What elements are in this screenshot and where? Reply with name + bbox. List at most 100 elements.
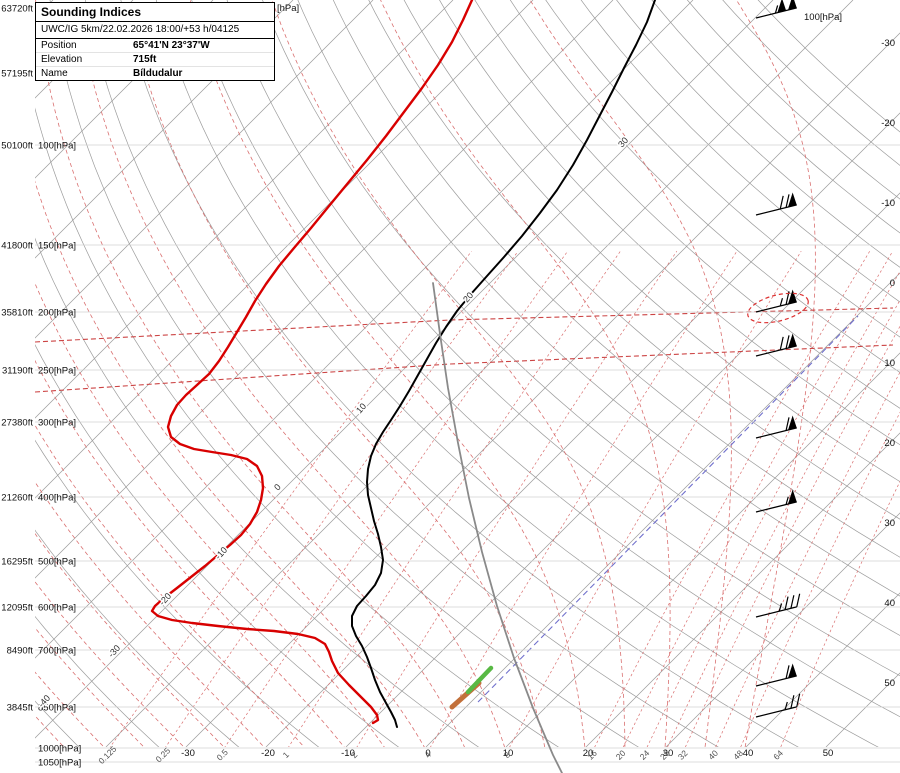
altitude-label: 63720ft (1, 4, 33, 15)
bottom-temp-label: 0 (425, 748, 430, 759)
pressure-label: 700[hPa] (38, 646, 76, 657)
altitude-label: 3845ft (7, 703, 34, 714)
moist-adiabat-value-label: -30 (106, 643, 122, 659)
wind-barb (755, 593, 801, 618)
mixing-ratio-line (509, 251, 802, 747)
mixing-ratio-label: 20 (614, 748, 628, 762)
mixing-ratio-line (165, 250, 519, 747)
dry-adiabat-line (368, 0, 900, 520)
isotherm-line (585, 432, 900, 747)
top-partial-pressure-label: [hPa] (277, 3, 299, 14)
altitude-label: 8490ft (7, 646, 34, 657)
bottom-temp-label: 50 (823, 748, 834, 759)
wind-barb (755, 192, 797, 216)
mixing-ratio-label: 0.125 (96, 744, 118, 766)
isotherm-line (35, 0, 294, 259)
dry-adiabat-line (226, 0, 900, 677)
isotherm-line (105, 0, 854, 747)
dry-adiabat-line (509, 0, 900, 373)
dry-adiabat-line (85, 0, 719, 747)
right-temp-label: 10 (884, 358, 895, 369)
bottom-temp-label: 20 (583, 748, 594, 759)
right-temp-label: 30 (884, 518, 895, 529)
position-label: Position (41, 40, 77, 51)
right-temp-label: 50 (884, 678, 895, 689)
right-temp-label: -10 (881, 198, 895, 209)
isotherm-line (185, 32, 900, 747)
isotherm-line (35, 0, 534, 499)
position-value: 65°41'N 23°37'W (133, 40, 210, 51)
moist-adiabat-line (35, 359, 345, 747)
moist-adiabat-line (76, 0, 506, 747)
max-wind-marker (747, 292, 809, 324)
info-row-elevation: Elevation 715ft (36, 53, 274, 67)
dry-adiabat-line (49, 0, 639, 747)
right-temp-label: -20 (881, 118, 895, 129)
pressure-label: 600[hPa] (38, 603, 76, 614)
bottom-temp-label: 30 (663, 748, 674, 759)
barb-pressure-label: 100[hPa] (804, 12, 842, 23)
altitude-label: 31190ft (2, 366, 33, 377)
altitude-label: 50100ft (1, 141, 33, 152)
red-curve (150, 0, 474, 725)
pressure-label: 250[hPa] (38, 366, 76, 377)
mixing-ratio-line (430, 251, 738, 747)
dry-adiabat-line (545, 0, 900, 338)
right-temp-label: -30 (881, 38, 895, 49)
mixing-ratio-line (740, 411, 900, 747)
mixing-ratio-line (685, 325, 900, 747)
pressure-label: 850[hPa] (38, 703, 76, 714)
dry-adiabat-line (191, 0, 900, 718)
wind-barb (755, 0, 797, 19)
mixing-ratio-label: 64 (771, 748, 785, 762)
pressure-label: 200[hPa] (38, 308, 76, 319)
red-dashed-level-upper (35, 307, 894, 343)
pressure-label: 150[hPa] (38, 241, 76, 252)
moist-adiabat-line (126, 0, 546, 747)
dry-adiabat-line (297, 0, 900, 597)
mixing-ratio-label: 0.5 (214, 747, 230, 763)
altitude-label: 16295ft (1, 557, 33, 568)
mixing-ratio-label: 40 (706, 748, 720, 762)
info-row-name: Name Bíldudalur (36, 67, 274, 80)
dry-adiabat-line (120, 0, 799, 747)
wind-barb (755, 415, 797, 439)
isotherm-line (825, 672, 900, 747)
moist-adiabat-line (35, 180, 425, 747)
dry-adiabat-line (616, 0, 900, 268)
mixing-ratio-label: 2 (349, 749, 360, 760)
isotherm-line (35, 0, 694, 659)
mixing-ratio-label: 4 (423, 749, 434, 760)
pressure-label: 500[hPa] (38, 557, 76, 568)
mixing-ratio-line (715, 371, 900, 747)
pressure-label: 300[hPa] (38, 418, 76, 429)
right-temp-label: 20 (884, 438, 895, 449)
blue-dashed-diagonal (477, 315, 859, 703)
wind-barb (755, 663, 797, 687)
pressure-label: 100[hPa] (38, 141, 76, 152)
model-run-line: UWC/IG 5km/22.02.2026 18:00/+53 h/04125 (36, 22, 274, 39)
mixing-ratio-line (356, 251, 678, 747)
isotherm-line (35, 0, 774, 739)
isotherm-line (345, 192, 900, 747)
bottom-temp-label: -10 (341, 748, 355, 759)
mixing-ratio-line (109, 250, 472, 747)
right-temp-label: 40 (884, 598, 895, 609)
altitude-label: 41800ft (1, 241, 33, 252)
isotherm-line (745, 592, 900, 747)
panel-title: Sounding Indices (36, 3, 274, 22)
dry-adiabat-line (651, 0, 900, 234)
black-curve (351, 0, 656, 728)
dry-adiabat-line (580, 0, 900, 303)
pressure-label: 1050[hPa] (38, 758, 81, 769)
mixing-ratio-label: 24 (638, 748, 652, 762)
moist-adiabat-line (35, 481, 265, 747)
dry-adiabat-line (722, 0, 900, 166)
dry-adiabat-line (35, 237, 479, 747)
dry-adiabat-line (474, 0, 900, 409)
elevation-label: Elevation (41, 54, 83, 65)
mixing-ratio-line (780, 480, 900, 747)
isotherm-line (35, 0, 614, 579)
